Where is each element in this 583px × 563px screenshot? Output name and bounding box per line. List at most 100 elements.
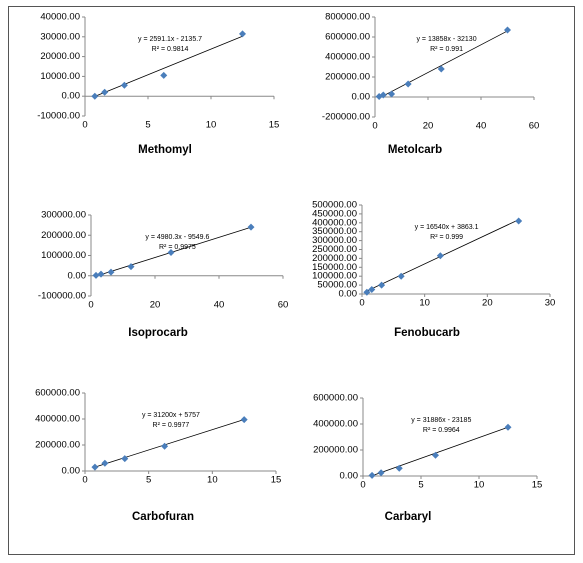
chart-panel: 0.0050000.00100000.00150000.00200000.002…	[312, 200, 555, 340]
data-point	[515, 217, 523, 225]
y-tick-label: 350000.00	[312, 226, 357, 237]
data-point	[92, 271, 100, 279]
chart-panel: -200000.00 0.00 200000.00 400000.00 600000.0…	[322, 12, 539, 157]
data-point	[437, 65, 445, 73]
data-point	[97, 270, 105, 278]
data-point	[432, 451, 439, 459]
x-tick-label: 5	[146, 475, 151, 486]
y-tick-label: 100000.00	[41, 250, 86, 261]
y-tick-label: 300000.00	[41, 210, 86, 221]
y-tick-label: 600000.00	[35, 388, 80, 399]
y-tick-label: 500000.00	[312, 200, 357, 211]
y-tick-label: 200000.00	[325, 72, 370, 83]
y-tick-label: 0.00	[68, 270, 87, 281]
y-tick-label: 800000.00	[325, 12, 370, 23]
x-tick-label: 20	[423, 121, 434, 132]
x-tick-label: 0	[372, 121, 377, 132]
x-tick-label: 5	[145, 120, 150, 131]
data-point	[101, 88, 109, 96]
data-point	[504, 26, 511, 34]
chart-panel: -10000.00 0.00 10000.00 20000.00 30000.00 400…	[37, 12, 279, 157]
y-tick-label: -10000.00	[37, 111, 80, 122]
data-point	[101, 459, 109, 467]
data-point	[363, 288, 371, 296]
y-tick-label: 50000.00	[317, 280, 357, 291]
x-tick-label: 20	[482, 298, 493, 309]
x-tick-label: 15	[532, 480, 543, 491]
data-point	[240, 416, 248, 424]
equation: y = 2591.1x - 2135.7	[138, 36, 202, 43]
r-squared: R² = 0.9975	[159, 244, 196, 251]
x-tick-label: 40	[214, 300, 225, 311]
y-tick-label: 450000.00	[312, 208, 357, 219]
y-tick-label: 100000.00	[312, 271, 357, 282]
data-point	[91, 463, 99, 471]
data-point	[377, 469, 385, 477]
data-point	[388, 90, 396, 98]
y-tick-label: -100000.00	[38, 291, 86, 302]
y-tick-label: 40000.00	[40, 12, 80, 23]
data-point	[247, 223, 255, 231]
y-tick-label: 30000.00	[40, 31, 80, 42]
x-tick-label: 0	[82, 475, 87, 486]
chart-panel: 0.00 200000.00 400000.00 600000.00 0 5 10 15 y =…	[313, 393, 542, 524]
data-point	[160, 71, 168, 79]
x-tick-label: 20	[150, 300, 161, 311]
equation: y = 31886x - 23185	[411, 417, 471, 424]
data-point	[127, 263, 135, 271]
data-point	[378, 281, 386, 289]
y-tick-label: 400000.00	[313, 419, 358, 430]
x-tick-label: 0	[360, 480, 365, 491]
y-tick-label: 600000.00	[325, 32, 370, 43]
chart-title: Carbofuran	[132, 511, 194, 523]
x-tick-label: 0	[88, 300, 93, 311]
equation: y = 13858x - 32130	[416, 36, 476, 43]
y-tick-label: 200000.00	[312, 253, 357, 264]
data-point	[436, 252, 444, 260]
chart-panel: 0.00 200000.00 400000.00 600000.00 0 5 10 15 y =…	[35, 388, 281, 524]
data-point	[120, 81, 128, 89]
y-tick-label: 0.00	[339, 289, 358, 300]
y-tick-label: 0.00	[352, 92, 371, 103]
data-point	[368, 471, 376, 479]
x-tick-label: 0	[359, 298, 364, 309]
data-point	[167, 248, 175, 256]
y-tick-label: -200000.00	[322, 112, 370, 123]
r-squared: R² = 0.999	[430, 234, 463, 241]
chart-title: Methomyl	[138, 144, 192, 156]
x-tick-label: 10	[206, 120, 217, 131]
data-point	[379, 91, 387, 99]
data-point	[404, 80, 412, 88]
x-tick-label: 40	[476, 121, 487, 132]
x-tick-label: 30	[545, 298, 556, 309]
y-tick-label: 400000.00	[35, 414, 80, 425]
x-tick-label: 5	[418, 480, 423, 491]
x-tick-label: 60	[278, 300, 289, 311]
y-tick-label: 400000.00	[325, 52, 370, 63]
data-point	[395, 464, 403, 472]
y-tick-label: 300000.00	[312, 235, 357, 246]
data-point	[161, 442, 169, 450]
trendline	[94, 35, 243, 97]
trendline	[378, 30, 508, 99]
equation: y = 31200x + 5757	[142, 412, 200, 419]
y-tick-label: 200000.00	[313, 445, 358, 456]
r-squared: R² = 0.9964	[423, 427, 460, 434]
y-tick-label: 250000.00	[312, 244, 357, 255]
y-tick-label: 600000.00	[313, 393, 358, 404]
y-tick-label: 20000.00	[40, 51, 80, 62]
x-tick-label: 10	[474, 480, 485, 491]
y-tick-label: 0.00	[62, 91, 81, 102]
data-point	[107, 268, 115, 276]
r-squared: R² = 0.9977	[153, 422, 190, 429]
data-point	[368, 286, 376, 294]
y-tick-label: 0.00	[62, 466, 81, 477]
data-point	[239, 30, 246, 38]
x-tick-label: 15	[271, 475, 282, 486]
y-tick-label: 10000.00	[40, 71, 80, 82]
x-tick-label: 15	[269, 120, 280, 131]
data-point	[504, 423, 512, 431]
y-tick-label: 150000.00	[312, 262, 357, 273]
x-tick-label: 60	[529, 121, 540, 132]
